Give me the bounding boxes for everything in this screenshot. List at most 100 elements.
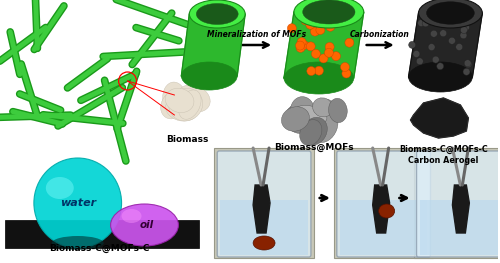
Polygon shape	[452, 185, 469, 233]
Bar	[340, 200, 428, 255]
Bar	[214, 148, 314, 258]
Circle shape	[446, 21, 452, 28]
Circle shape	[440, 30, 446, 37]
Text: oil: oil	[140, 220, 153, 230]
Circle shape	[312, 49, 320, 58]
Circle shape	[296, 41, 304, 50]
Ellipse shape	[253, 236, 275, 250]
Text: water: water	[60, 198, 96, 208]
Circle shape	[288, 24, 296, 33]
Circle shape	[436, 63, 444, 70]
Ellipse shape	[166, 88, 194, 113]
Ellipse shape	[169, 88, 202, 121]
Ellipse shape	[160, 90, 186, 119]
Ellipse shape	[285, 104, 314, 133]
Ellipse shape	[310, 108, 338, 143]
Circle shape	[463, 68, 470, 75]
Circle shape	[416, 58, 424, 65]
Circle shape	[456, 43, 462, 50]
Circle shape	[324, 48, 334, 57]
Circle shape	[432, 56, 439, 63]
Ellipse shape	[328, 98, 347, 123]
Circle shape	[462, 24, 469, 31]
Circle shape	[408, 41, 416, 48]
Ellipse shape	[300, 120, 322, 145]
Ellipse shape	[302, 117, 328, 145]
Circle shape	[345, 38, 354, 47]
Text: Biomass@MOFs: Biomass@MOFs	[274, 143, 353, 152]
Ellipse shape	[378, 204, 394, 218]
Ellipse shape	[290, 97, 314, 126]
Circle shape	[342, 69, 351, 78]
Polygon shape	[408, 13, 482, 77]
Bar	[220, 200, 308, 255]
Text: Mineralization of MOFs: Mineralization of MOFs	[206, 30, 306, 39]
Circle shape	[464, 60, 471, 67]
Text: Biomass-C@MOFs-C
Carbon Aerogel: Biomass-C@MOFs-C Carbon Aerogel	[399, 145, 488, 165]
Circle shape	[438, 16, 445, 23]
Ellipse shape	[110, 204, 178, 246]
Ellipse shape	[166, 96, 198, 121]
Text: Carbonization: Carbonization	[350, 30, 410, 39]
Ellipse shape	[319, 99, 340, 119]
Ellipse shape	[426, 2, 474, 24]
Circle shape	[422, 20, 429, 27]
Circle shape	[418, 19, 424, 27]
Circle shape	[332, 52, 340, 61]
Ellipse shape	[196, 3, 238, 24]
Ellipse shape	[178, 85, 210, 112]
Circle shape	[319, 54, 328, 63]
Ellipse shape	[162, 82, 186, 116]
Ellipse shape	[46, 177, 74, 199]
Ellipse shape	[294, 105, 327, 124]
Ellipse shape	[178, 90, 201, 119]
Ellipse shape	[182, 62, 237, 90]
Polygon shape	[253, 185, 270, 233]
Circle shape	[306, 20, 315, 29]
Text: Biomass-C@MOFs-C: Biomass-C@MOFs-C	[50, 244, 150, 253]
Circle shape	[310, 27, 320, 36]
Circle shape	[465, 61, 472, 68]
Circle shape	[316, 26, 325, 34]
Circle shape	[296, 43, 305, 52]
Ellipse shape	[408, 62, 472, 92]
Polygon shape	[284, 12, 364, 78]
Circle shape	[300, 41, 308, 49]
Ellipse shape	[190, 0, 245, 28]
Polygon shape	[410, 98, 469, 138]
Circle shape	[460, 32, 467, 39]
Circle shape	[326, 22, 335, 31]
Ellipse shape	[294, 0, 364, 28]
Circle shape	[301, 16, 310, 25]
Circle shape	[340, 63, 349, 72]
Bar	[5, 220, 200, 248]
Circle shape	[460, 27, 468, 33]
Text: Biomass: Biomass	[166, 135, 208, 144]
Bar	[414, 148, 500, 258]
Ellipse shape	[34, 158, 122, 248]
FancyBboxPatch shape	[217, 151, 311, 257]
Ellipse shape	[282, 107, 310, 131]
Circle shape	[297, 38, 306, 47]
Ellipse shape	[302, 0, 355, 24]
Ellipse shape	[168, 90, 191, 114]
Circle shape	[306, 42, 315, 51]
Ellipse shape	[52, 236, 104, 250]
Bar	[334, 148, 434, 258]
Circle shape	[307, 67, 316, 75]
FancyBboxPatch shape	[337, 151, 430, 257]
Circle shape	[448, 37, 456, 44]
FancyBboxPatch shape	[416, 151, 500, 257]
Circle shape	[325, 42, 334, 52]
Circle shape	[428, 44, 435, 50]
Circle shape	[321, 13, 330, 23]
Circle shape	[413, 50, 420, 57]
Ellipse shape	[418, 0, 482, 28]
Polygon shape	[182, 14, 245, 76]
Ellipse shape	[122, 209, 142, 223]
Circle shape	[430, 30, 438, 37]
Circle shape	[314, 66, 324, 75]
Polygon shape	[372, 185, 390, 233]
Ellipse shape	[284, 62, 354, 94]
Ellipse shape	[312, 98, 333, 117]
